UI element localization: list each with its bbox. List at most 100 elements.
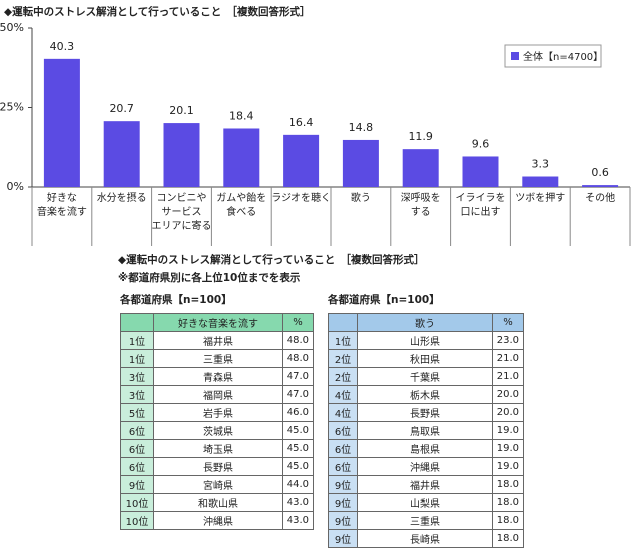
rank-cell: 1位 <box>120 349 154 368</box>
rank-cell: 2位 <box>328 367 358 386</box>
bar <box>342 139 379 187</box>
rank-cell: 6位 <box>120 439 154 458</box>
table-row: 2位 秋田県 21.0 <box>328 349 524 368</box>
rank-cell: 3位 <box>120 367 154 386</box>
table-row: 10位 沖縄県 43.0 <box>120 511 314 530</box>
table-row: 4位 栃木県 20.0 <box>328 385 524 404</box>
rank-cell: 2位 <box>328 349 358 368</box>
percent-cell: 43.0 <box>282 511 314 530</box>
rank-cell: 9位 <box>120 475 154 494</box>
value-label: 20.7 <box>109 102 134 115</box>
header-row: 歌う% <box>328 313 524 332</box>
x-tick-label: その他 <box>585 193 616 204</box>
table-row: 6位 長野県 45.0 <box>120 457 314 476</box>
prefecture-cell: 福岡県 <box>153 385 283 404</box>
x-tick-label: 好きな 音楽を流す <box>36 193 87 218</box>
bar <box>43 58 80 187</box>
header-cell <box>328 313 358 332</box>
percent-cell: 45.0 <box>282 439 314 458</box>
prefecture-cell: 三重県 <box>357 511 493 530</box>
x-tick-label: ラジオを聴く <box>271 193 331 204</box>
percent-cell: 23.0 <box>492 331 524 350</box>
y-tick-label: 50% <box>0 21 24 34</box>
table-row: 9位 山梨県 18.0 <box>328 493 524 512</box>
percent-cell: 46.0 <box>282 403 314 422</box>
prefecture-cell: 宮崎県 <box>153 475 283 494</box>
table-row: 6位 埼玉県 45.0 <box>120 439 314 458</box>
percent-cell: 45.0 <box>282 421 314 440</box>
value-label: 9.6 <box>472 137 490 150</box>
prefecture-cell: 岩手県 <box>153 403 283 422</box>
table-row: 9位 福井県 18.0 <box>328 475 524 494</box>
header-cell <box>120 313 154 332</box>
table-caption: 各都道府県【n=100】 <box>120 294 232 306</box>
x-tick-label: ガムや飴を 食べる <box>216 193 267 218</box>
bar <box>283 134 320 187</box>
x-tick-label: コンビニや サービス エリアに寄る <box>151 193 212 232</box>
table-row: 3位 青森県 47.0 <box>120 367 314 386</box>
percent-cell: 18.0 <box>492 529 524 548</box>
prefecture-cell: 埼玉県 <box>153 439 283 458</box>
header-row: 好きな音楽を流す% <box>120 313 314 332</box>
rank-cell: 4位 <box>328 403 358 422</box>
data-table: 歌う% 1位 山形県 23.0 2位 秋田県 21.0 2位 千葉県 21.0 4位 栃木県 20.0 4… <box>328 313 524 548</box>
prefecture-cell: 山梨県 <box>357 493 493 512</box>
percent-cell: 48.0 <box>282 349 314 368</box>
value-label: 0.6 <box>591 166 609 179</box>
value-label: 16.4 <box>289 116 314 129</box>
prefecture-cell: 福井県 <box>153 331 283 350</box>
header-cell: % <box>282 313 314 332</box>
percent-cell: 19.0 <box>492 421 524 440</box>
percent-cell: 20.0 <box>492 385 524 404</box>
legend-swatch <box>511 52 519 60</box>
rank-cell: 5位 <box>120 403 154 422</box>
rank-cell: 10位 <box>120 493 154 512</box>
table-row: 9位 宮崎県 44.0 <box>120 475 314 494</box>
prefecture-cell: 山形県 <box>357 331 493 350</box>
table-row: 1位 福井県 48.0 <box>120 331 314 350</box>
header-cell: 歌う <box>357 313 493 332</box>
rank-cell: 6位 <box>120 421 154 440</box>
prefecture-cell: 三重県 <box>153 349 283 368</box>
prefecture-cell: 沖縄県 <box>357 457 493 476</box>
table-row: 6位 沖縄県 19.0 <box>328 457 524 476</box>
value-label: 14.8 <box>349 121 374 134</box>
table-row: 10位 和歌山県 43.0 <box>120 493 314 512</box>
prefecture-cell: 青森県 <box>153 367 283 386</box>
table-row: 6位 島根県 19.0 <box>328 439 524 458</box>
bar <box>103 121 140 187</box>
value-label: 20.1 <box>169 104 194 117</box>
rank-cell: 6位 <box>328 421 358 440</box>
table-row: 6位 鳥取県 19.0 <box>328 421 524 440</box>
table-row: 9位 三重県 18.0 <box>328 511 524 530</box>
prefecture-cell: 鳥取県 <box>357 421 493 440</box>
prefecture-cell: 茨城県 <box>153 421 283 440</box>
table-row: 9位 長崎県 18.0 <box>328 529 524 548</box>
rank-cell: 4位 <box>328 385 358 404</box>
y-tick-label: 25% <box>0 101 24 114</box>
section-title: ◆運転中のストレス解消として行っていること ［複数回答形式］ <box>118 254 425 266</box>
rank-cell: 9位 <box>328 475 358 494</box>
prefecture-cell: 千葉県 <box>357 367 493 386</box>
percent-cell: 47.0 <box>282 385 314 404</box>
bar <box>163 123 200 187</box>
value-label: 3.3 <box>532 158 550 171</box>
value-label: 18.4 <box>229 109 254 122</box>
percent-cell: 21.0 <box>492 349 524 368</box>
rank-cell: 9位 <box>328 511 358 530</box>
percent-cell: 18.0 <box>492 493 524 512</box>
section-note: ※都道府県別に各上位10位までを表示 <box>118 272 301 284</box>
percent-cell: 20.0 <box>492 403 524 422</box>
percent-cell: 19.0 <box>492 457 524 476</box>
rank-cell: 3位 <box>120 385 154 404</box>
rank-cell: 1位 <box>328 331 358 350</box>
legend-box <box>504 44 602 68</box>
bar <box>402 149 439 187</box>
prefecture-cell: 栃木県 <box>357 385 493 404</box>
table-row: 6位 茨城県 45.0 <box>120 421 314 440</box>
bar <box>462 156 499 187</box>
percent-cell: 45.0 <box>282 457 314 476</box>
value-label: 11.9 <box>408 130 433 143</box>
rank-cell: 9位 <box>328 529 358 548</box>
value-label: 40.3 <box>50 40 75 53</box>
